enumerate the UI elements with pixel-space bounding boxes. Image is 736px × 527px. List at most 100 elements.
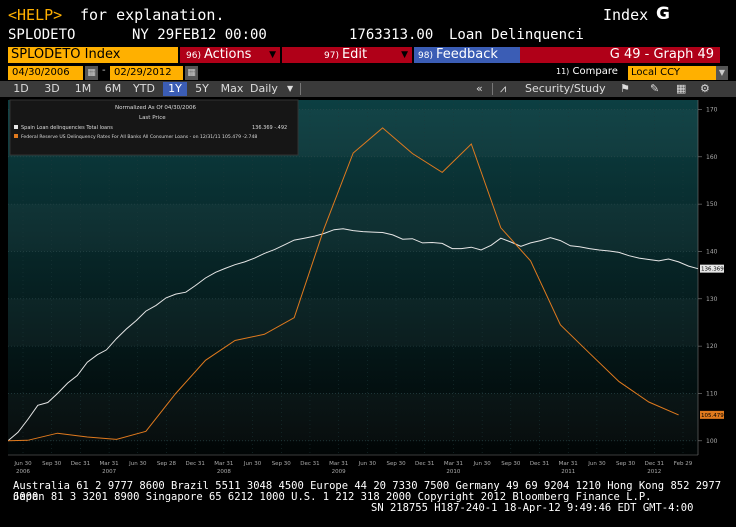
range-max[interactable]: Max [220,82,244,95]
x-tick-year: 2012 [647,469,661,473]
edit-num: 97) [324,51,339,61]
x-tick-label: Sep 30 [501,461,521,467]
range-1y[interactable]: 1Y [163,82,187,96]
period-select[interactable]: Daily [250,82,278,95]
help-key[interactable]: <HELP> [8,6,63,24]
compare-button[interactable]: 11) Compare [556,66,618,77]
graph-title: G 49 - Graph 49 [520,47,720,63]
actions-num: 96) [186,51,201,61]
footer-session: SN 218755 H187-240-1 18-Apr-12 9:49:46 E… [371,502,694,514]
last-price-box [700,410,724,419]
divider [300,83,301,95]
y-tick-label: 130 [706,296,718,303]
legend: Normalized As Of 04/30/2006 Last Price S… [9,99,299,156]
compare-num: 11) [556,67,570,76]
date-bar: 04/30/2006 ▦ - 02/29/2012 ▦ 11) Compare … [0,65,736,81]
legend-series1-label: Spain Loan delinquencies Total loans [21,125,113,131]
grid-band [8,393,698,440]
x-tick-year: 2008 [217,469,231,473]
security-value: 1763313.00 [349,27,434,43]
grid-band [8,204,698,251]
y-tick-label: 160 [706,154,718,161]
x-tick-label: Mar 31 [444,461,463,467]
legend-box [9,99,299,156]
chevron-down-icon: ▼ [401,50,408,60]
security-name: Loan Delinquenci [449,27,584,43]
x-tick-year: 2010 [446,469,460,473]
index-label: Index [603,6,649,24]
range-5y[interactable]: 5Y [195,82,209,95]
y-tick-label: 100 [706,438,718,445]
security-line: SPLODETO NY 29FEB12 00:00 1763313.00 Loa… [0,27,736,45]
x-tick-year: 2009 [332,469,346,473]
x-tick-year: 2006 [16,469,30,473]
currency-select[interactable]: Local CCY [628,66,716,80]
date-separator: - [102,65,106,76]
chart-icon[interactable]: ⩘ [500,82,507,95]
start-date-field[interactable]: 04/30/2006 [8,66,83,80]
flag-icon[interactable]: ⚑ [620,82,630,95]
feedback-button[interactable]: 98) Feedback [414,47,520,63]
actions-menu[interactable]: 96) Actions ▼ [180,47,280,63]
range-6m[interactable]: 6M [104,82,122,95]
edit-icon[interactable]: ✎ [650,82,660,95]
x-tick-label: Jun 30 [472,461,491,467]
y-tick-label: 110 [706,390,718,397]
range-3d[interactable]: 3D [44,82,60,95]
x-tick-label: Sep 28 [157,461,177,467]
end-date-field[interactable]: 02/29/2012 [110,66,183,80]
y-tick-label: 120 [706,343,718,350]
actions-label: Actions [203,47,252,62]
footer-contacts-1: Australia 61 2 9777 8600 Brazil 5511 304… [13,480,722,503]
y-tick-label: 150 [706,201,718,208]
x-tick-label: Sep 30 [42,461,62,467]
last-price-box [700,264,724,273]
x-tick-label: Jun 30 [358,461,377,467]
x-tick-label: Dec 31 [530,461,549,467]
grid-icon[interactable]: ▦ [676,82,687,95]
x-tick-label: Sep 30 [272,461,292,467]
calendar-icon[interactable]: ▦ [185,66,198,80]
x-tick-label: Jun 30 [13,461,32,467]
gear-icon[interactable]: ⚙ [700,82,710,95]
chevron-down-icon[interactable]: ▼ [287,84,294,93]
legend-swatch-series2 [14,134,18,138]
help-bar: <HELP> for explanation. Index G [0,4,736,26]
x-tick-year: 2007 [102,469,116,473]
last-price-label: 105.479 [701,413,724,419]
divider [492,83,493,95]
x-tick-label: Dec 31 [415,461,434,467]
index-key: G [656,4,670,24]
series-line-spain [8,228,699,442]
calendar-icon[interactable]: ▦ [85,66,98,80]
x-tick-year: 2011 [561,469,575,473]
price-chart[interactable]: 100 110 120 130 140 150 160 170 Jun 30 2006 Sep 3… [8,97,728,473]
ticker-index-field[interactable]: SPLODETO Index [8,47,178,63]
range-1m[interactable]: 1M [74,82,92,95]
security-datetime: NY 29FEB12 00:00 [132,27,267,43]
x-tick-label: Dec 31 [71,461,90,467]
range-ytd[interactable]: YTD [133,82,155,95]
range-toolbar: 1D 3D 1M 6M YTD 1Y 5Y Max Daily ▼ « ⩘ Se… [0,81,736,97]
legend-series1-values: 136.369 -.492 [252,125,287,131]
chevron-down-icon[interactable]: ▼ [716,66,728,80]
legend-swatch-series1 [14,125,18,129]
edit-menu[interactable]: 97) Edit ▼ [282,47,412,63]
range-1d[interactable]: 1D [13,82,29,95]
x-tick-label: Sep 30 [386,461,406,467]
feedback-num: 98) [418,51,433,61]
help-explanation: for explanation. [80,6,225,24]
plot-area [8,100,698,455]
y-tick-label: 170 [706,106,718,113]
x-tick-label: Mar 31 [329,461,348,467]
legend-last-price: Last Price [139,115,166,121]
feedback-label: Feedback [435,47,498,62]
security-study-button[interactable]: Security/Study [525,82,606,95]
collapse-icon[interactable]: « [476,82,483,95]
x-tick-label: Dec 31 [645,461,664,467]
menu-bar: SPLODETO Index 96) Actions ▼ 97) Edit ▼ 98… [0,46,736,64]
grid-band [8,299,698,346]
x-tick-label: Mar 31 [559,461,578,467]
series-line-us [8,127,679,442]
x-tick-label: Jun 30 [243,461,262,467]
